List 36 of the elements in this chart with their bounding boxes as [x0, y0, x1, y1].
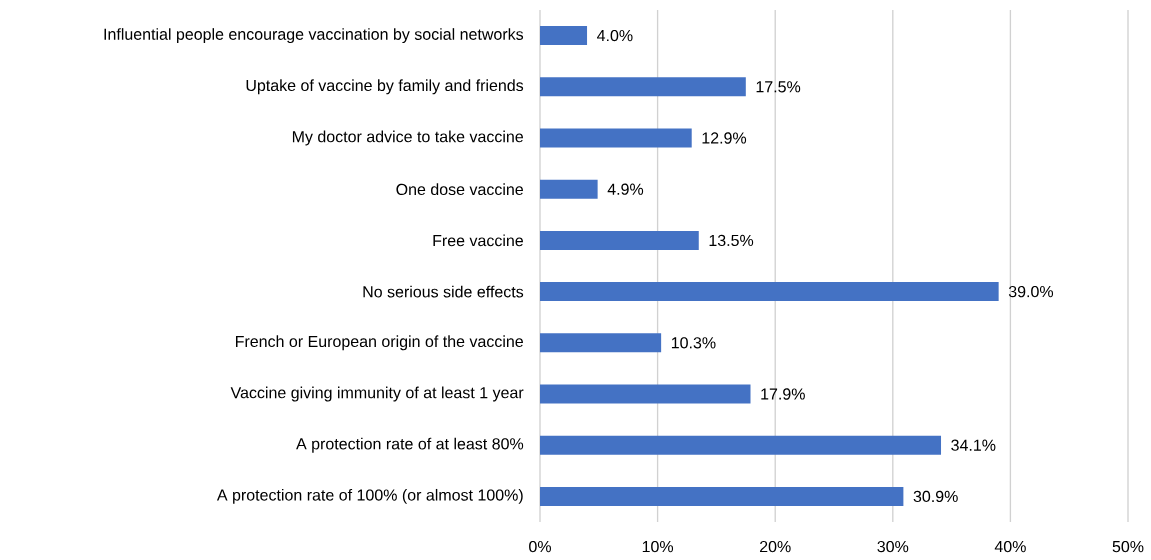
- data-label: 12.9%: [702, 132, 747, 144]
- x-tick-label: 10%: [642, 540, 674, 553]
- bar: [540, 486, 904, 506]
- data-label: 30.9%: [913, 490, 958, 503]
- y-tick-label: A protection rate of at least 80%: [296, 437, 524, 453]
- data-label: 4.9%: [607, 183, 644, 195]
- y-tick-label: French or European origin of the vaccine: [236, 335, 523, 351]
- y-tick-label: A protection rate of 100% (or almost 100%): [216, 488, 523, 504]
- data-label: 39.0%: [1008, 285, 1054, 298]
- bar: [540, 179, 598, 199]
- y-tick-label: One dose vaccine: [396, 183, 523, 196]
- bar: [540, 77, 746, 97]
- y-tick-label: Uptake of vaccine by family and friends: [246, 79, 524, 95]
- x-tick-label: 0%: [529, 540, 551, 553]
- data-label: 34.1%: [951, 439, 996, 451]
- bar: [540, 282, 999, 302]
- bar: [540, 26, 588, 46]
- data-label: 10.3%: [671, 337, 716, 349]
- x-tick-label: 20%: [759, 540, 791, 553]
- x-tick-label: 30%: [877, 540, 909, 553]
- y-tick-label: Free vaccine: [433, 234, 523, 247]
- bar: [540, 333, 662, 353]
- y-tick-label: No serious side effects: [363, 285, 524, 298]
- data-label: 13.5%: [709, 234, 754, 247]
- bar: [540, 128, 692, 148]
- y-tick-label: My doctor advice to take vaccine: [292, 130, 523, 146]
- bar: [540, 435, 942, 455]
- bar: [540, 384, 751, 404]
- data-label: 17.5%: [756, 81, 801, 93]
- data-label: 4.0%: [597, 29, 633, 42]
- y-tick-label: Influential people encourage vaccination by social networks: [104, 28, 524, 44]
- bar: [540, 230, 699, 250]
- x-tick-label: 50%: [1112, 540, 1144, 553]
- x-tick-label: 40%: [994, 540, 1026, 553]
- y-tick-label: Vaccine giving immunity of at least 1 year: [230, 386, 524, 402]
- data-label: 17.9%: [761, 388, 805, 400]
